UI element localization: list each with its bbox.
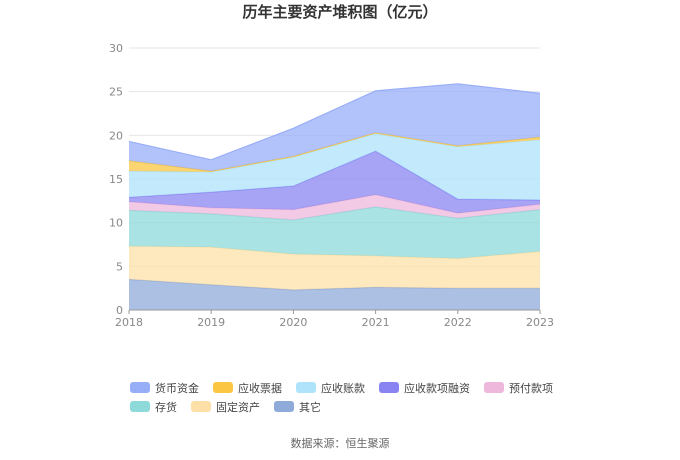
legend-item[interactable]: 其它 (274, 398, 321, 416)
area-series[interactable] (129, 246, 540, 290)
legend-item[interactable]: 应收款项融资 (379, 379, 470, 397)
x-tick-label: 2019 (197, 316, 225, 329)
x-tick-label: 2018 (115, 316, 143, 329)
legend-swatch (379, 382, 399, 393)
legend-item[interactable]: 货币资金 (130, 379, 199, 397)
legend-item[interactable]: 应收票据 (213, 379, 282, 397)
area-series[interactable] (129, 206, 540, 259)
x-tick-label: 2023 (526, 316, 554, 329)
legend-label: 存货 (155, 400, 177, 414)
area-series[interactable] (129, 194, 540, 220)
area-series[interactable] (129, 151, 540, 214)
x-tick-label: 2020 (279, 316, 307, 329)
legend-swatch (213, 382, 233, 393)
legend-label: 应收票据 (238, 381, 282, 395)
legend-swatch (191, 401, 211, 412)
legend-label: 货币资金 (155, 381, 199, 395)
y-tick-label: 15 (109, 173, 123, 186)
legend-label: 固定资产 (216, 400, 260, 414)
legend-label: 应收款项融资 (404, 381, 470, 395)
area-series-line (128, 83, 541, 161)
legend-swatch (274, 401, 294, 412)
y-tick-label: 20 (109, 129, 123, 142)
legend-item[interactable]: 预付款项 (484, 379, 553, 397)
y-tick-label: 0 (116, 304, 123, 317)
chart-legend: 货币资金 应收票据 应收账款 应收款项融资 预付款项存货 固定资产 其它 (130, 378, 570, 416)
y-tick-label: 10 (109, 217, 123, 230)
legend-label: 应收账款 (321, 381, 365, 395)
legend-label: 其它 (299, 400, 321, 414)
area-series[interactable] (129, 279, 540, 310)
y-tick-label: 25 (109, 86, 123, 99)
legend-swatch (484, 382, 504, 393)
x-tick-label: 2022 (444, 316, 472, 329)
legend-item[interactable]: 存货 (130, 398, 177, 416)
area-series[interactable] (129, 133, 540, 200)
x-tick-label: 2021 (362, 316, 390, 329)
area-series[interactable] (129, 83, 540, 172)
y-tick-label: 5 (116, 260, 123, 273)
legend-swatch (130, 401, 150, 412)
y-tick-label: 30 (109, 42, 123, 55)
area-series[interactable] (129, 132, 540, 172)
legend-item[interactable]: 应收账款 (296, 379, 365, 397)
legend-label: 预付款项 (509, 381, 553, 395)
legend-item[interactable]: 固定资产 (191, 398, 260, 416)
data-source-note: 数据来源：恒生聚源 (290, 437, 390, 450)
legend-swatch (130, 382, 150, 393)
legend-swatch (296, 382, 316, 393)
chart-title: 历年主要资产堆积图（亿元） (242, 3, 438, 21)
